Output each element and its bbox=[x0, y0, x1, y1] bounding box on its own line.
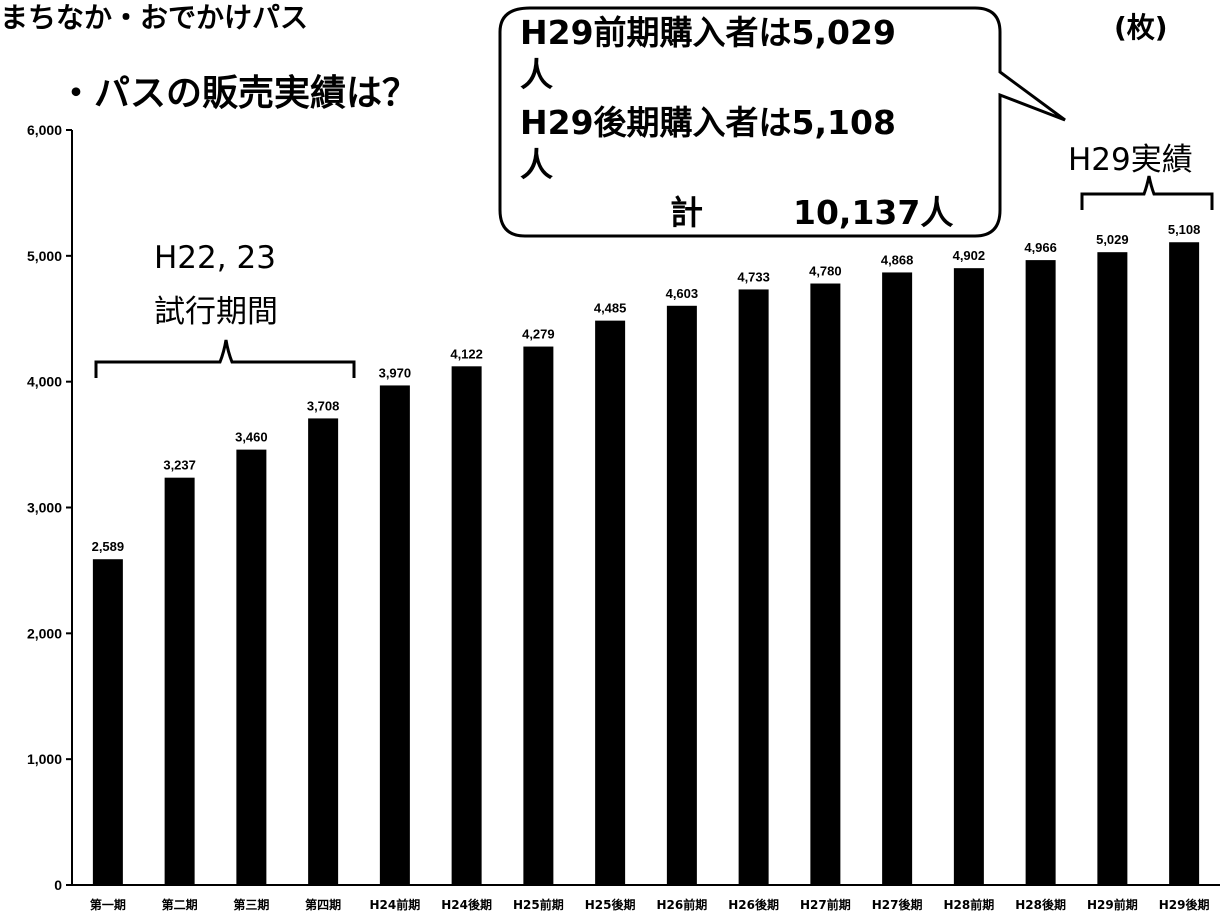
callout-line-1: H29前期購入者は5,029 bbox=[520, 13, 896, 52]
callout-shape bbox=[498, 6, 1066, 238]
y-tick-label: 6,000 bbox=[27, 122, 62, 138]
data-labels: 2,589 3,237 3,460 3,708 3,970 4,122 4,279 4,485… bbox=[92, 222, 1201, 554]
bar-series bbox=[92, 242, 1200, 885]
y-tick-label: 3,000 bbox=[27, 500, 62, 516]
bar bbox=[595, 320, 626, 885]
trial-years-label: H22, 23 bbox=[154, 240, 276, 276]
y-axis-ticks: 0 1,000 2,000 3,000 4,000 5,000 6,000 bbox=[27, 122, 72, 893]
data-label: 3,460 bbox=[235, 430, 268, 445]
bar bbox=[379, 385, 410, 885]
y-tick-label: 2,000 bbox=[27, 625, 62, 641]
x-tick-label: H25後期 bbox=[585, 897, 636, 912]
x-tick-label: H26後期 bbox=[728, 897, 779, 912]
trial-period-label: 試行期間 bbox=[154, 294, 278, 330]
callout-line-2: H29後期購入者は5,108 bbox=[520, 103, 896, 142]
bar bbox=[308, 418, 339, 885]
x-tick-label: H24後期 bbox=[441, 897, 492, 912]
data-label: 4,122 bbox=[450, 346, 483, 361]
x-tick-label: H27前期 bbox=[800, 897, 851, 912]
x-tick-label: H25前期 bbox=[513, 897, 564, 912]
chart-subtitle: ・パスの販売実績は？ bbox=[58, 73, 419, 114]
x-tick-label: H27後期 bbox=[872, 897, 923, 912]
bar bbox=[882, 272, 913, 885]
y-tick-label: 5,000 bbox=[27, 248, 62, 264]
callout-total-value: 10,137人 bbox=[793, 193, 953, 232]
bar bbox=[1025, 260, 1056, 885]
bar bbox=[92, 559, 123, 885]
x-tick-label: H28前期 bbox=[944, 897, 995, 912]
data-label: 4,780 bbox=[809, 264, 842, 279]
bar bbox=[953, 268, 984, 885]
bar bbox=[451, 366, 482, 885]
h29-label: H29実績 bbox=[1068, 142, 1193, 178]
data-label: 4,733 bbox=[737, 269, 770, 284]
bar bbox=[666, 305, 697, 885]
unit-label: (枚) bbox=[1114, 11, 1168, 44]
trial-period-annotation: H22, 23 試行期間 bbox=[94, 240, 356, 378]
x-tick-label: H29前期 bbox=[1087, 897, 1138, 912]
x-tick-label: 第二期 bbox=[162, 897, 198, 912]
x-tick-label: 第四期 bbox=[305, 897, 341, 912]
data-label: 4,603 bbox=[666, 286, 699, 301]
bar bbox=[523, 346, 554, 885]
data-label: 5,108 bbox=[1168, 222, 1201, 237]
callout-total-label: 計 bbox=[670, 193, 703, 232]
data-label: 4,966 bbox=[1024, 240, 1057, 255]
page-number: 2 bbox=[1180, 840, 1199, 878]
x-axis-ticks: 第一期 第二期 第三期 第四期 H24前期 H24後期 H25前期 H25後期 H26前期 H26… bbox=[90, 897, 1210, 912]
data-label: 4,279 bbox=[522, 327, 555, 342]
data-label: 3,970 bbox=[379, 365, 412, 380]
data-label: 4,868 bbox=[881, 252, 914, 267]
x-tick-label: H24前期 bbox=[370, 897, 421, 912]
data-label: 3,237 bbox=[163, 458, 196, 473]
x-tick-label: 第三期 bbox=[233, 897, 269, 912]
callout-bubble: H29前期購入者は5,029 人 H29後期購入者は5,108 人 計 10,1… bbox=[498, 6, 1066, 238]
data-label: 2,589 bbox=[92, 539, 125, 554]
data-label: 4,485 bbox=[594, 301, 627, 316]
bar bbox=[810, 283, 841, 885]
x-tick-label: H28後期 bbox=[1015, 897, 1066, 912]
data-label: 4,902 bbox=[953, 248, 986, 263]
bar bbox=[164, 477, 195, 885]
bar bbox=[236, 449, 267, 885]
bar bbox=[1097, 252, 1128, 885]
callout-line-1b: 人 bbox=[520, 55, 553, 94]
callout-line-2b: 人 bbox=[520, 145, 553, 184]
trial-bracket bbox=[94, 339, 356, 378]
data-label: 5,029 bbox=[1096, 232, 1129, 247]
y-tick-label: 4,000 bbox=[27, 374, 62, 390]
x-tick-label: 第一期 bbox=[90, 897, 126, 912]
page-title: まちなか・おでかけパス bbox=[0, 1, 309, 34]
h29-bracket bbox=[1080, 175, 1214, 210]
y-tick-label: 1,000 bbox=[27, 751, 62, 767]
x-tick-label: H26前期 bbox=[657, 897, 708, 912]
h29-annotation: H29実績 bbox=[1068, 142, 1214, 210]
x-tick-label: H29後期 bbox=[1159, 897, 1210, 912]
bar bbox=[738, 289, 769, 885]
bar bbox=[1169, 242, 1200, 885]
y-tick-label: 0 bbox=[54, 877, 62, 893]
data-label: 3,708 bbox=[307, 398, 340, 413]
